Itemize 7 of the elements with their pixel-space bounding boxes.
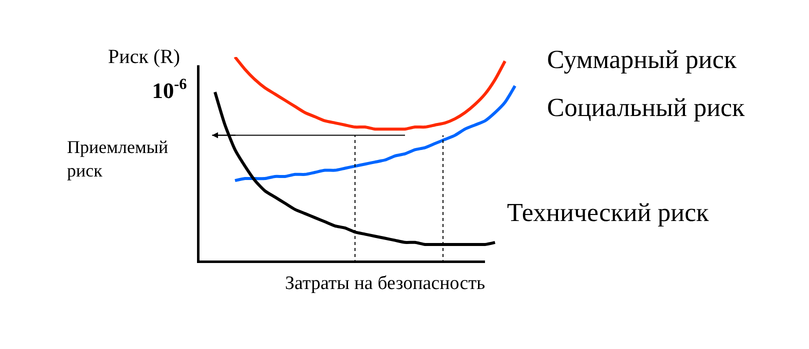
text: 10$^{-6}$ [152,76,188,104]
series-label: Суммарный риск [547,45,737,74]
series-label: Технический риск [507,198,710,227]
y-axis-title: Риск (R) [108,46,180,68]
ref-line-label: Приемлемый риск [67,137,168,180]
x-axis-title: Затраты на безопасность [285,273,486,294]
series-label: Социальный риск [547,93,746,122]
